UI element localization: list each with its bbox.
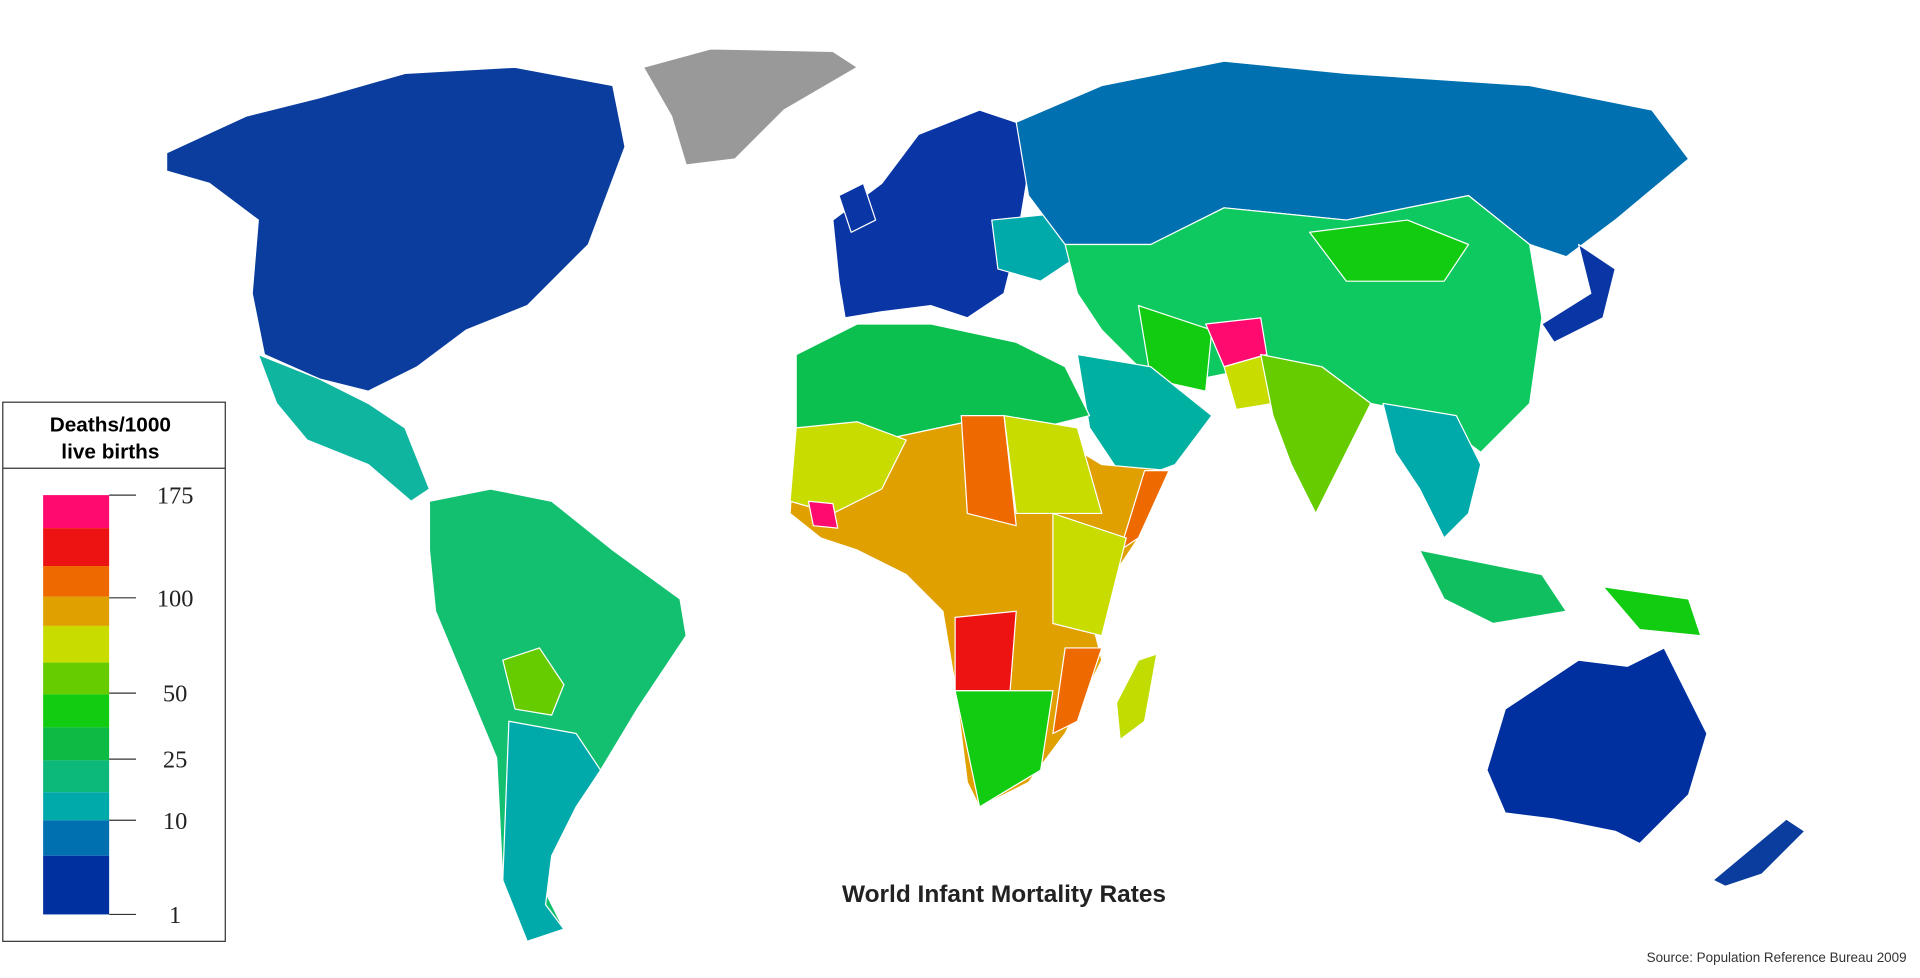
central-america — [257, 353, 431, 502]
legend-band — [43, 495, 110, 529]
north-america — [165, 66, 626, 392]
mozambique — [1052, 647, 1103, 735]
new-zealand — [1712, 818, 1806, 887]
legend-band — [43, 820, 110, 856]
bolivia — [502, 647, 565, 716]
indonesia — [1419, 549, 1567, 625]
mongolia — [1309, 219, 1470, 282]
angola — [954, 610, 1017, 692]
legend-band — [43, 566, 110, 597]
arabia — [1076, 353, 1213, 484]
legend-tick-label: 25 — [163, 747, 187, 774]
legend-tick-label: 50 — [163, 681, 187, 708]
sierra-leone — [807, 500, 839, 529]
legend-band — [43, 596, 110, 626]
south-america — [428, 488, 687, 942]
legend-band — [43, 662, 110, 695]
se-asia — [1382, 402, 1482, 539]
legend-tick-label: 100 — [157, 585, 194, 612]
southern-africa — [954, 690, 1054, 808]
legend-band — [43, 694, 110, 728]
legend-band — [43, 727, 110, 761]
source-note: Source: Population Reference Bureau 2009 — [1647, 950, 1907, 965]
australia — [1486, 647, 1708, 845]
japan — [1541, 243, 1616, 343]
uk — [838, 182, 877, 233]
legend-box — [2, 401, 226, 942]
legend-tick-label: 10 — [163, 808, 187, 835]
legend: Deaths/1000 live births 175 100 50 25 10 1 — [2, 401, 226, 942]
iran — [1137, 305, 1213, 392]
legend-band — [43, 792, 110, 821]
legend-tick-label: 175 — [157, 483, 194, 510]
chad — [960, 415, 1017, 527]
west-africa — [789, 421, 907, 515]
map-title: World Infant Mortality Rates — [842, 881, 1166, 908]
india — [1260, 353, 1372, 515]
sahel — [1003, 415, 1103, 515]
legend-band — [43, 528, 110, 567]
legend-title: live births — [61, 440, 159, 463]
papua — [1602, 586, 1702, 637]
legend-title: Deaths/1000 — [50, 414, 171, 437]
somalia — [1119, 470, 1170, 551]
legend-band — [43, 855, 110, 915]
legend-band — [43, 625, 110, 663]
greenland — [642, 48, 858, 166]
legend-tick-label: 1 — [169, 902, 181, 929]
madagascar — [1115, 653, 1158, 741]
east-africa — [1052, 512, 1127, 637]
world-map — [165, 48, 1806, 942]
legend-band — [43, 760, 110, 793]
southern-cone — [502, 720, 602, 942]
